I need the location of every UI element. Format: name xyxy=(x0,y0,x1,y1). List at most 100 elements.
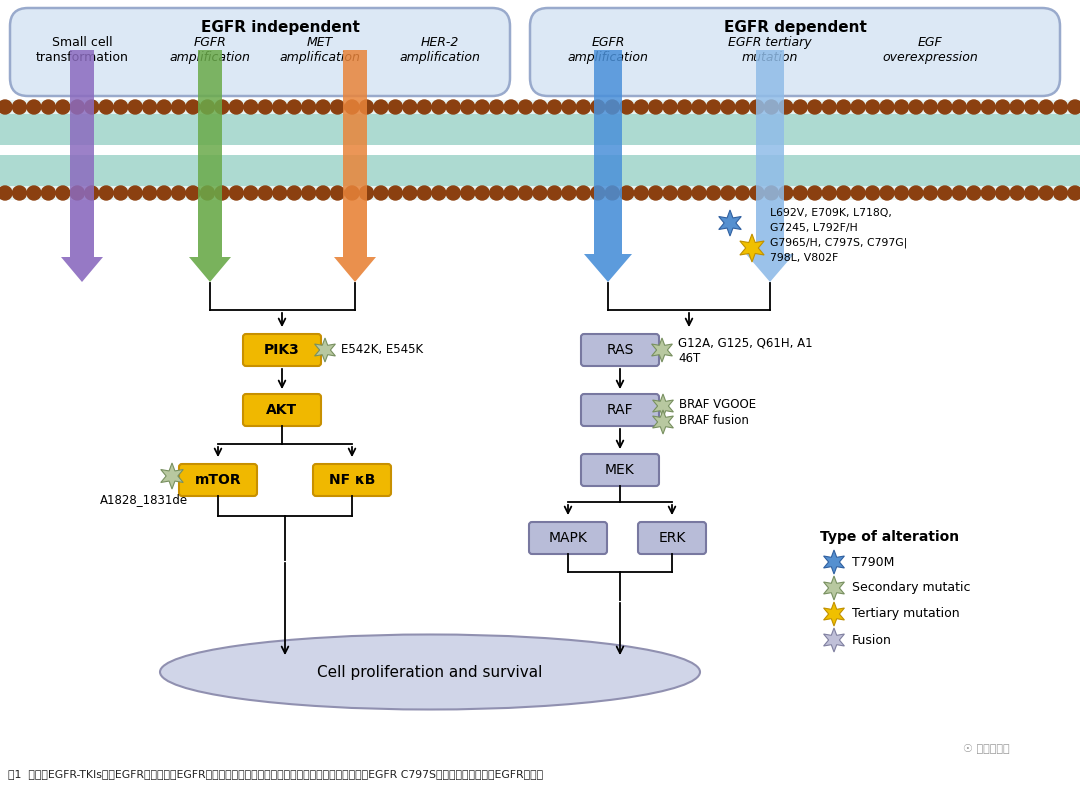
Circle shape xyxy=(56,100,70,114)
Circle shape xyxy=(880,100,894,114)
Circle shape xyxy=(41,186,55,200)
Circle shape xyxy=(1068,100,1080,114)
Circle shape xyxy=(1054,100,1067,114)
Circle shape xyxy=(706,186,720,200)
Circle shape xyxy=(244,186,258,200)
Circle shape xyxy=(794,186,807,200)
Text: A1828_1831de: A1828_1831de xyxy=(100,494,188,506)
Circle shape xyxy=(865,100,879,114)
Polygon shape xyxy=(824,576,845,600)
Circle shape xyxy=(201,186,215,200)
Circle shape xyxy=(822,186,836,200)
Circle shape xyxy=(446,100,460,114)
Polygon shape xyxy=(584,200,632,282)
Circle shape xyxy=(953,100,967,114)
Circle shape xyxy=(605,186,619,200)
Circle shape xyxy=(84,186,98,200)
Text: ERK: ERK xyxy=(659,531,686,545)
Circle shape xyxy=(518,186,532,200)
Text: Tertiary mutation: Tertiary mutation xyxy=(852,608,960,620)
Circle shape xyxy=(489,100,503,114)
Circle shape xyxy=(1025,186,1039,200)
Circle shape xyxy=(229,186,243,200)
Text: 图1  第三代EGFR-TKIs患者EGFR信号转导及EGFR依赖和独立耗药机制示意图。耗药机制报道临床样本包括EGFR C797S以及其他罕见的三级EGFR突: 图1 第三代EGFR-TKIs患者EGFR信号转导及EGFR依赖和独立耗药机制示… xyxy=(8,769,543,779)
Circle shape xyxy=(13,100,26,114)
Polygon shape xyxy=(824,550,845,574)
Circle shape xyxy=(70,186,84,200)
Circle shape xyxy=(186,100,200,114)
Circle shape xyxy=(649,186,663,200)
Circle shape xyxy=(649,100,663,114)
Circle shape xyxy=(794,100,807,114)
Text: Fusion: Fusion xyxy=(852,634,892,647)
Text: NF κB: NF κB xyxy=(328,473,375,487)
Bar xyxy=(0,100,1080,200)
Circle shape xyxy=(215,100,229,114)
Text: BRAF fusion: BRAF fusion xyxy=(679,414,748,428)
Circle shape xyxy=(996,186,1010,200)
Circle shape xyxy=(287,186,301,200)
Circle shape xyxy=(201,100,215,114)
Circle shape xyxy=(534,100,546,114)
Circle shape xyxy=(591,186,605,200)
Text: EGFR independent: EGFR independent xyxy=(201,20,360,35)
Circle shape xyxy=(937,186,951,200)
Circle shape xyxy=(27,186,41,200)
FancyBboxPatch shape xyxy=(638,522,706,554)
Text: 46T: 46T xyxy=(678,351,700,365)
Text: Secondary mutatic: Secondary mutatic xyxy=(852,582,971,594)
Circle shape xyxy=(129,186,143,200)
Circle shape xyxy=(880,186,894,200)
Text: G7245, L792F/H: G7245, L792F/H xyxy=(770,223,858,233)
Circle shape xyxy=(634,100,648,114)
Circle shape xyxy=(909,186,923,200)
Text: FGFR
amplification: FGFR amplification xyxy=(170,36,251,64)
Circle shape xyxy=(374,100,388,114)
Circle shape xyxy=(143,100,157,114)
Circle shape xyxy=(41,100,55,114)
Bar xyxy=(594,50,622,200)
Circle shape xyxy=(157,100,171,114)
Circle shape xyxy=(518,100,532,114)
Circle shape xyxy=(504,100,518,114)
Circle shape xyxy=(923,186,937,200)
Circle shape xyxy=(1025,100,1039,114)
Bar xyxy=(756,50,784,200)
Ellipse shape xyxy=(160,634,700,710)
Circle shape xyxy=(909,100,923,114)
Text: EGF
overexpression: EGF overexpression xyxy=(882,36,977,64)
Circle shape xyxy=(620,100,634,114)
Circle shape xyxy=(143,186,157,200)
Circle shape xyxy=(765,186,779,200)
Circle shape xyxy=(301,186,315,200)
Circle shape xyxy=(403,100,417,114)
Circle shape xyxy=(577,100,591,114)
Circle shape xyxy=(172,186,186,200)
Circle shape xyxy=(258,186,272,200)
Text: E542K, E545K: E542K, E545K xyxy=(341,343,423,357)
Circle shape xyxy=(721,186,735,200)
Text: EGFR
amplification: EGFR amplification xyxy=(568,36,648,64)
Circle shape xyxy=(692,186,706,200)
Text: MAPK: MAPK xyxy=(549,531,588,545)
FancyBboxPatch shape xyxy=(530,8,1059,96)
Circle shape xyxy=(953,186,967,200)
Circle shape xyxy=(605,100,619,114)
Circle shape xyxy=(779,100,793,114)
Circle shape xyxy=(273,186,286,200)
Circle shape xyxy=(677,100,691,114)
Circle shape xyxy=(70,100,84,114)
FancyBboxPatch shape xyxy=(581,454,659,486)
Circle shape xyxy=(721,100,735,114)
Circle shape xyxy=(996,100,1010,114)
Circle shape xyxy=(113,186,127,200)
Circle shape xyxy=(1010,100,1024,114)
Circle shape xyxy=(432,100,446,114)
Bar xyxy=(0,155,1080,186)
Polygon shape xyxy=(60,200,103,282)
Circle shape xyxy=(750,186,764,200)
Text: G7965/H, C797S, C797G|: G7965/H, C797S, C797G| xyxy=(770,237,907,248)
Circle shape xyxy=(461,100,475,114)
Polygon shape xyxy=(719,210,741,236)
Circle shape xyxy=(84,100,98,114)
